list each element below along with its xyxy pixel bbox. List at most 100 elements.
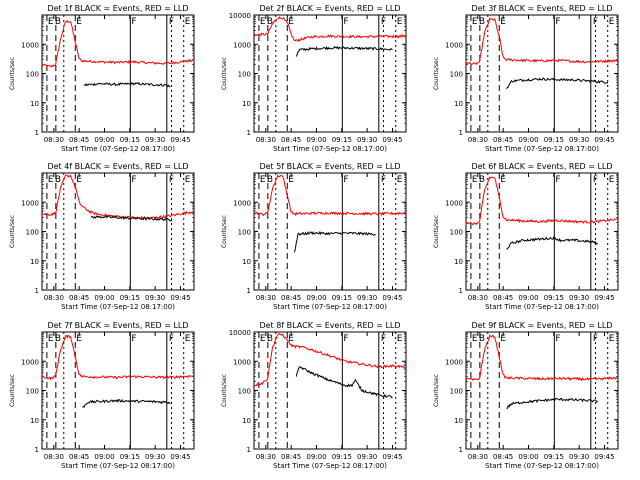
event-flag-label: F [381, 17, 386, 27]
panel-title: Det 8f BLACK = Events, RED = LLD [259, 321, 400, 330]
event-flag-label: E [472, 17, 478, 27]
event-flag-label: F [343, 334, 348, 344]
y-axis-label: Counts/sec [221, 57, 228, 90]
y-tick-label: 10000 [229, 329, 251, 337]
plot-frame [253, 331, 407, 450]
x-tick-label: 09:15 [544, 453, 564, 461]
x-tick-label: 09:45 [170, 294, 190, 302]
event-flag-label: F [131, 175, 136, 185]
events-series-line [295, 366, 393, 399]
y-tick-label: 1000 [21, 41, 39, 49]
x-axis-label: Start Time (07-Sep-12 08:17:00) [273, 145, 387, 153]
x-tick-label: 09:15 [544, 294, 564, 302]
y-tick-label: 1000 [233, 358, 251, 366]
lld-series-line [41, 334, 195, 381]
y-tick-label: 1000 [233, 199, 251, 207]
y-tick-label: 1 [247, 287, 251, 295]
x-tick-label: 09:30 [569, 453, 589, 461]
x-tick-label: 08:45 [281, 294, 301, 302]
event-flag-label: E [472, 334, 478, 344]
event-flag-label: F [169, 334, 174, 344]
y-tick-label: 10 [30, 100, 39, 108]
lld-series-line [465, 17, 619, 66]
lld-series-line [41, 19, 195, 68]
y-tick-label: 10000 [229, 12, 251, 20]
x-tick-label: 08:45 [69, 136, 89, 144]
event-flag-label: F [381, 334, 386, 344]
detector-panel: Det 6f BLACK = Events, RED = LLD 1 10 100 10… [433, 162, 619, 311]
x-tick-label: 08:30 [256, 453, 276, 461]
events-series-line [90, 215, 173, 222]
event-flag-label: E [288, 17, 294, 27]
x-tick-label: 09:00 [306, 294, 326, 302]
y-tick-label: 1000 [21, 199, 39, 207]
x-tick-label: 09:30 [357, 136, 377, 144]
event-flag-label: F [555, 17, 560, 27]
lld-series-line [254, 16, 407, 43]
x-tick-label: 09:45 [594, 294, 614, 302]
event-flag-label: E [260, 175, 266, 185]
panel-title: Det 2f BLACK = Events, RED = LLD [259, 4, 400, 13]
x-tick-label: 09:15 [120, 136, 140, 144]
y-axis-label: Counts/sec [221, 374, 228, 407]
detector-panel: Det 3f BLACK = Events, RED = LLD 1 10 100 10… [433, 4, 619, 153]
x-tick-label: 08:30 [468, 294, 488, 302]
y-axis-label: Counts/sec [221, 215, 228, 248]
plot-frame [253, 172, 407, 291]
event-flag-label: B [267, 175, 273, 185]
x-tick-label: 09:15 [544, 136, 564, 144]
x-tick-label: 09:15 [332, 294, 352, 302]
y-tick-label: 1000 [445, 199, 463, 207]
event-flag-label: B [267, 17, 273, 27]
plot-frame [465, 14, 619, 133]
x-tick-label: 08:45 [69, 294, 89, 302]
lld-series-line [41, 174, 195, 220]
y-tick-label: 10 [454, 100, 463, 108]
y-axis-label: Counts/sec [9, 374, 16, 407]
event-flag-label: E [288, 334, 294, 344]
event-flag-label: E [185, 175, 191, 185]
plot-frame [253, 14, 407, 133]
event-flag-label: B [479, 334, 485, 344]
plot-frame [465, 172, 619, 291]
x-tick-label: 09:30 [569, 294, 589, 302]
panel-title: Det 4f BLACK = Events, RED = LLD [47, 162, 188, 171]
y-tick-label: 100 [238, 71, 251, 79]
event-flag-label: F [343, 175, 348, 185]
y-tick-label: 1 [459, 129, 463, 137]
x-tick-label: 08:30 [44, 294, 64, 302]
x-tick-label: 08:30 [256, 294, 276, 302]
event-flag-label: E [260, 334, 266, 344]
x-tick-label: 09:15 [332, 136, 352, 144]
event-flag-label: E [76, 175, 82, 185]
event-flag-label: E [609, 334, 615, 344]
y-axis-label: Counts/sec [433, 57, 440, 90]
panel-title: Det 7f BLACK = Events, RED = LLD [47, 321, 188, 330]
x-tick-label: 09:00 [94, 136, 114, 144]
y-tick-label: 100 [450, 388, 463, 396]
y-tick-label: 10 [30, 417, 39, 425]
y-tick-label: 10 [242, 258, 251, 266]
y-tick-label: 1000 [233, 41, 251, 49]
y-tick-label: 1 [459, 287, 463, 295]
plot-frame [41, 14, 195, 133]
x-tick-label: 09:30 [569, 136, 589, 144]
x-tick-label: 09:45 [594, 136, 614, 144]
y-tick-label: 1 [35, 287, 39, 295]
x-axis-label: Start Time (07-Sep-12 08:17:00) [61, 145, 175, 153]
y-tick-label: 1 [247, 446, 251, 454]
detector-panel: Det 8f BLACK = Events, RED = LLD 1 10 100 10… [221, 321, 407, 470]
event-flag-label: E [76, 17, 82, 27]
y-tick-label: 10 [454, 258, 463, 266]
panel-title: Det 9f BLACK = Events, RED = LLD [471, 321, 612, 330]
lld-series-line [465, 334, 619, 382]
x-axis-label: Start Time (07-Sep-12 08:17:00) [485, 303, 599, 311]
events-series-line [294, 230, 376, 253]
x-axis-label: Start Time (07-Sep-12 08:17:00) [273, 462, 387, 470]
y-axis-label: Counts/sec [9, 215, 16, 248]
y-tick-label: 10 [30, 258, 39, 266]
y-tick-label: 1 [247, 129, 251, 137]
event-flag-label: E [397, 17, 403, 27]
detector-panel: Det 1f BLACK = Events, RED = LLD 1 10 100 10… [9, 4, 195, 153]
x-tick-label: 09:45 [170, 136, 190, 144]
